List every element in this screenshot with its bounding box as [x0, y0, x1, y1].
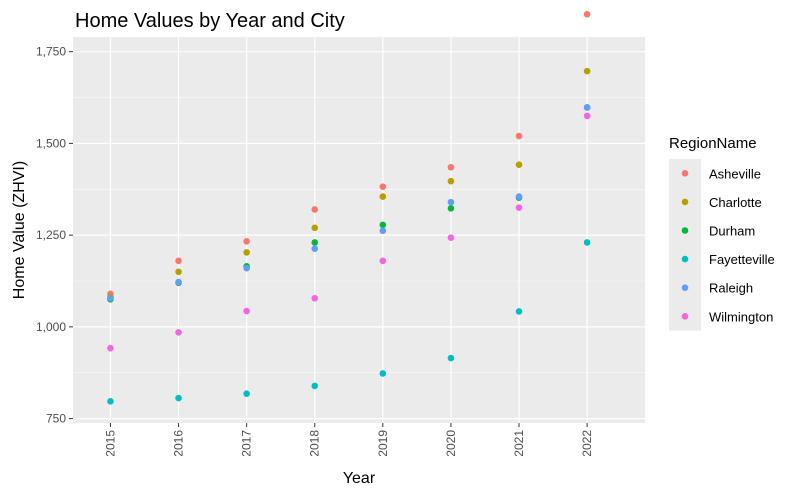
- data-point: [447, 234, 455, 242]
- data-point: [583, 239, 591, 246]
- data-point: [175, 278, 182, 286]
- data-point: [447, 354, 455, 362]
- legend-title: RegionName: [669, 135, 757, 152]
- x-tick-label: 2016: [172, 430, 186, 457]
- legend-key: [681, 198, 689, 206]
- data-point: [515, 204, 523, 211]
- data-point: [447, 163, 455, 171]
- legend-label: Wilmington: [709, 309, 773, 324]
- data-point: [311, 239, 319, 246]
- data-points: [107, 10, 591, 405]
- legend-label: Fayetteville: [709, 252, 775, 267]
- data-point: [243, 238, 250, 245]
- data-point: [583, 10, 591, 18]
- data-point: [175, 394, 182, 402]
- y-axis-title: Home Value (ZHVI): [11, 161, 28, 299]
- data-point: [311, 294, 319, 302]
- data-point: [243, 307, 250, 315]
- data-point: [311, 224, 319, 232]
- data-point: [175, 329, 182, 336]
- y-tick-label: 750: [46, 412, 66, 426]
- y-tick-label: 1,250: [36, 228, 66, 242]
- data-point: [107, 294, 114, 302]
- legend-key-background: [669, 159, 701, 331]
- data-point: [107, 344, 114, 352]
- data-point: [583, 67, 591, 75]
- x-axis-title: Year: [343, 470, 376, 487]
- legend: RegionName Asheville Charlotte Durham Fayet…: [669, 135, 775, 331]
- legend-label: Asheville: [709, 166, 761, 181]
- data-point: [379, 370, 387, 377]
- data-point: [243, 390, 250, 397]
- x-tick-label: 2021: [512, 430, 526, 457]
- legend-label: Charlotte: [709, 195, 762, 210]
- x-tick-label: 2020: [444, 430, 458, 457]
- legend-key: [681, 313, 689, 320]
- data-point: [379, 183, 387, 191]
- data-point: [311, 382, 319, 390]
- y-tick-label: 1,000: [36, 320, 66, 334]
- legend-key: [681, 227, 689, 234]
- data-point: [107, 398, 114, 405]
- data-point: [583, 104, 591, 111]
- data-point: [379, 257, 387, 265]
- data-point: [243, 264, 250, 272]
- data-point: [379, 227, 387, 235]
- legend-label: Raleigh: [709, 281, 753, 296]
- x-tick-label: 2015: [103, 430, 117, 457]
- x-tick-label: 2018: [308, 430, 322, 457]
- legend-key: [681, 170, 689, 177]
- data-point: [583, 112, 591, 120]
- data-point: [379, 221, 387, 229]
- data-point: [447, 198, 455, 206]
- x-tick-label: 2017: [240, 430, 254, 457]
- data-point: [243, 249, 250, 256]
- chart-title: Home Values by Year and City: [75, 10, 345, 32]
- x-tick-label: 2019: [376, 430, 390, 457]
- data-point: [311, 245, 319, 253]
- plot-panel: [73, 37, 645, 423]
- data-point: [175, 257, 182, 265]
- legend-label: Durham: [709, 224, 755, 239]
- data-point: [515, 193, 523, 200]
- legend-key: [681, 255, 689, 263]
- x-tick-label: 2022: [580, 430, 594, 457]
- y-tick-label: 1,750: [36, 45, 66, 59]
- data-point: [311, 206, 319, 213]
- x-axis: 2015 2016 2017 2018 2019 2020 2021 2022: [103, 423, 594, 457]
- data-point: [379, 193, 387, 200]
- y-tick-label: 1,500: [36, 136, 66, 150]
- legend-key: [681, 284, 689, 292]
- y-axis: 750 1,000 1,250 1,500 1,750: [36, 45, 73, 426]
- data-point: [447, 177, 455, 185]
- data-point: [515, 308, 523, 315]
- data-point: [447, 205, 455, 212]
- data-point: [175, 268, 182, 276]
- data-point: [515, 132, 523, 140]
- data-point: [515, 161, 523, 168]
